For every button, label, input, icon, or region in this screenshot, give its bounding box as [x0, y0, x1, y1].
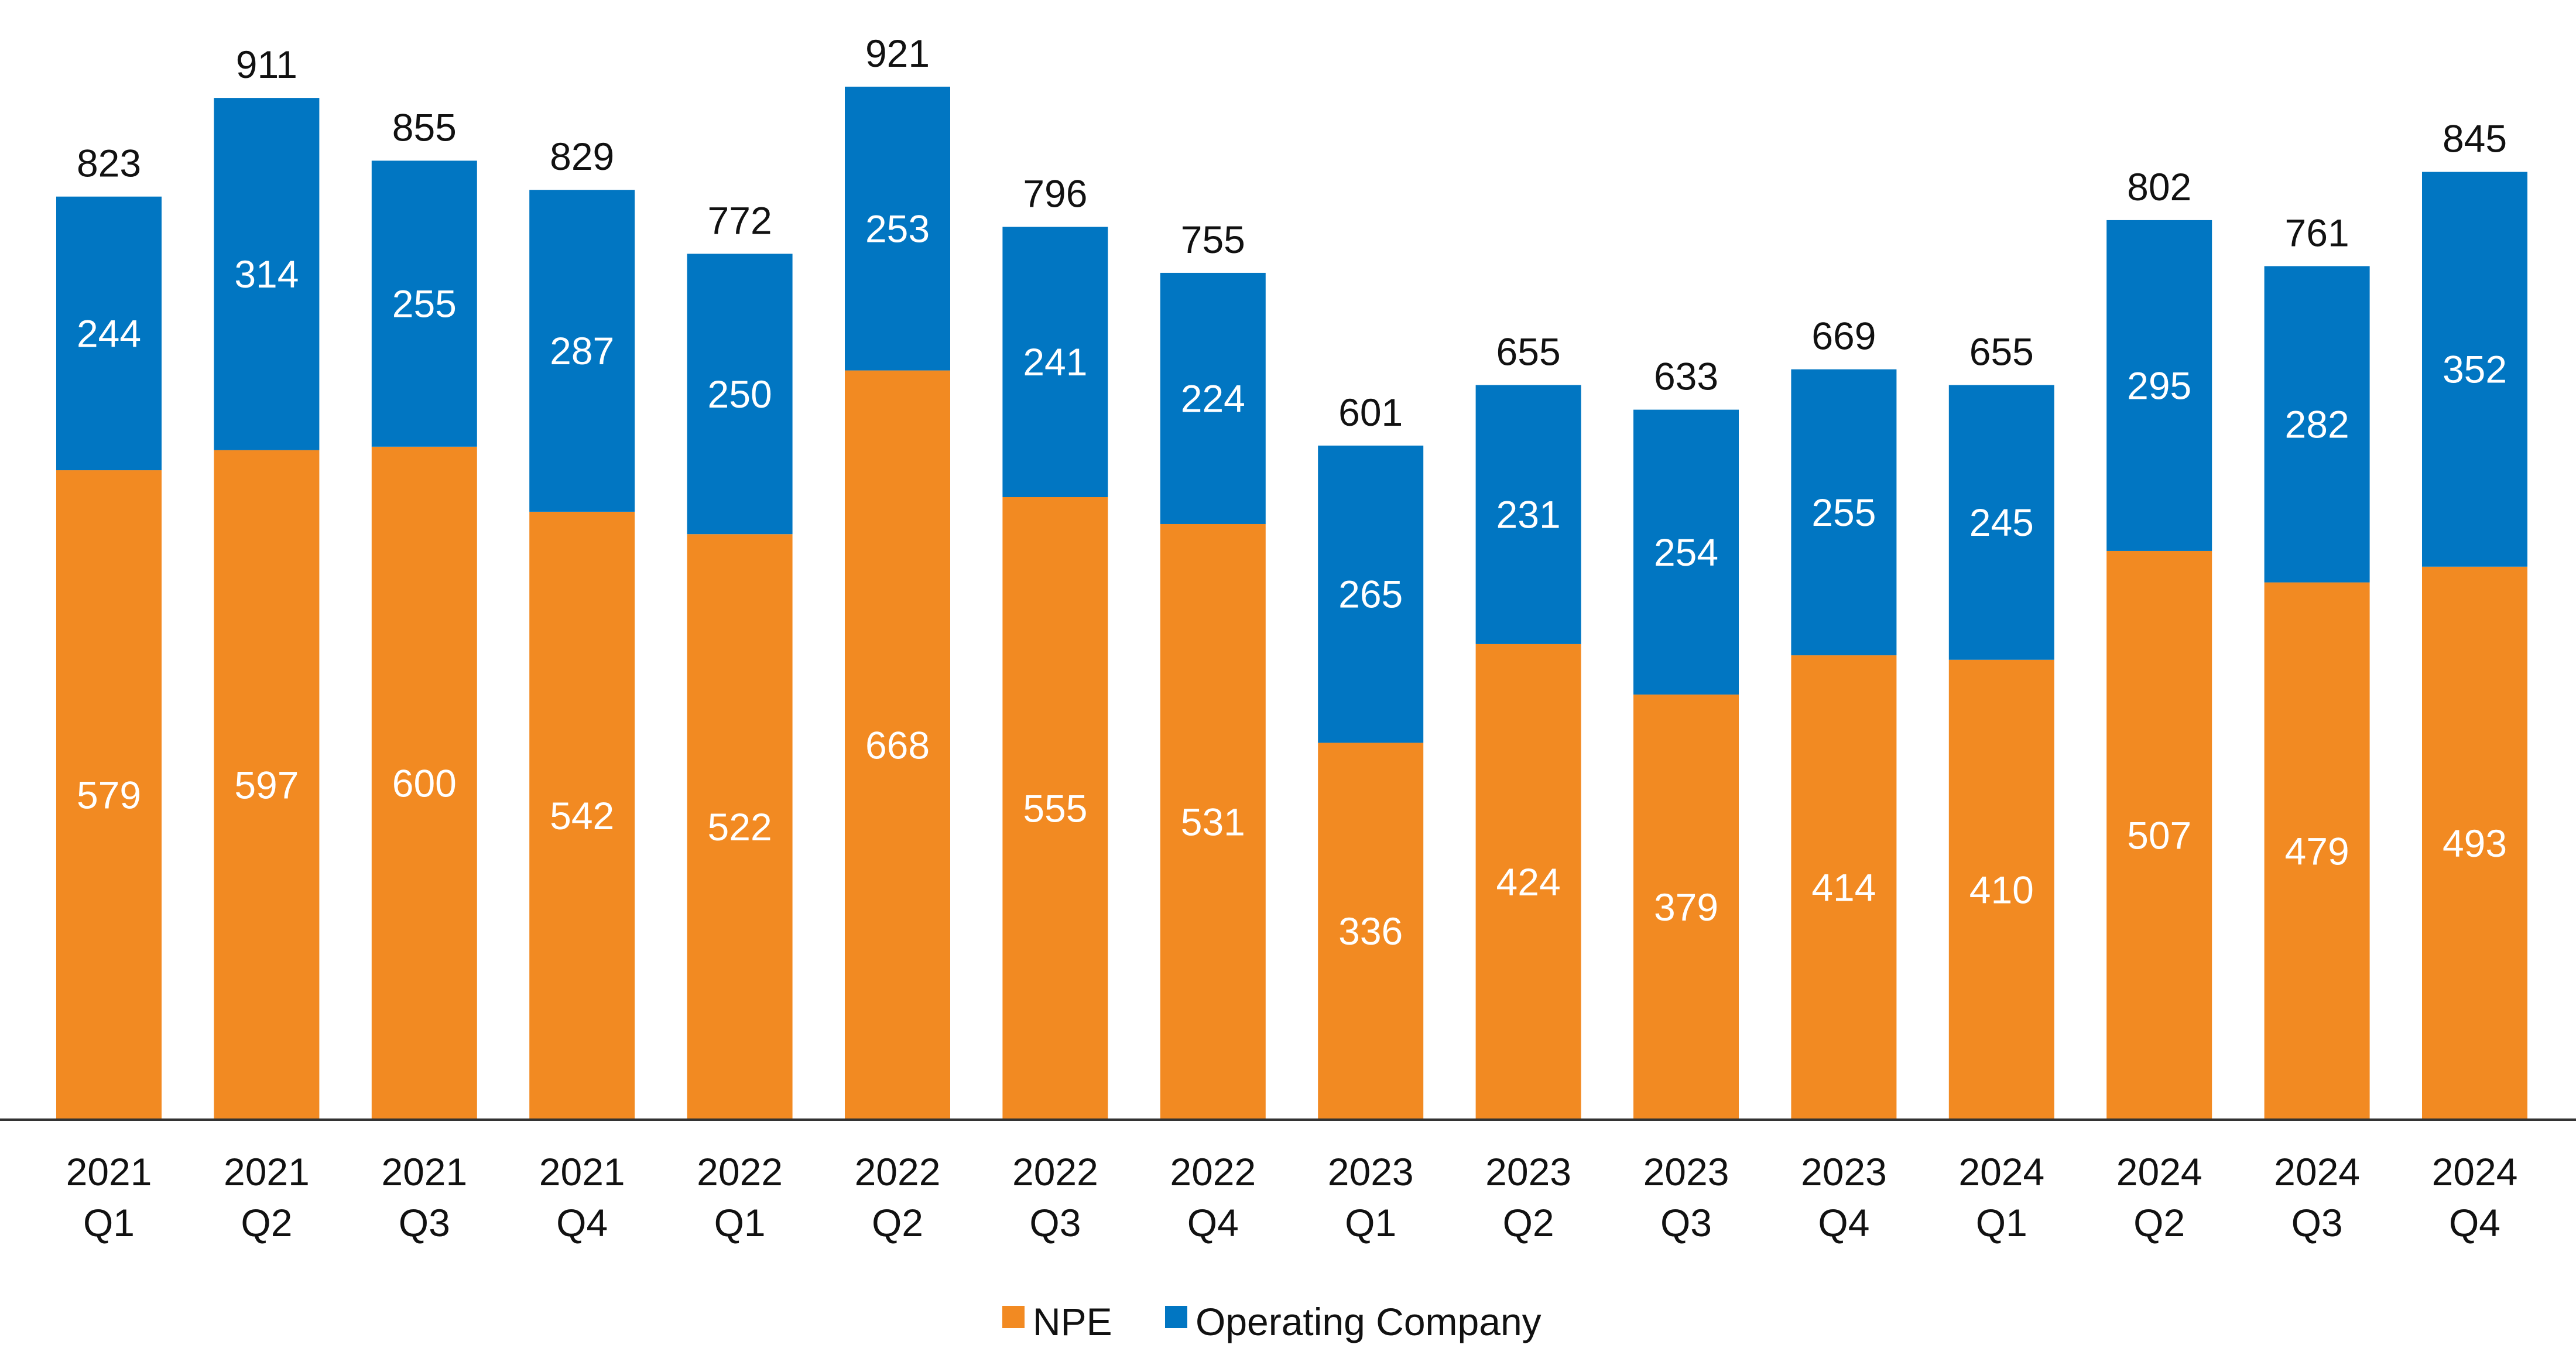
x-tick-year-1: 2021 — [66, 1150, 152, 1193]
x-tick-year-12: 2023 — [1801, 1150, 1887, 1193]
data-label-npe-13: 410 — [1969, 868, 2034, 911]
total-label-14: 802 — [2127, 165, 2191, 208]
data-label-npe-1: 579 — [77, 774, 141, 817]
x-tick-year-6: 2022 — [855, 1150, 941, 1193]
data-label-operating-company-16: 352 — [2443, 348, 2507, 391]
x-tick-year-15: 2024 — [2274, 1150, 2360, 1193]
x-tick-quarter-15: Q3 — [2291, 1201, 2343, 1244]
data-label-operating-company-11: 254 — [1654, 531, 1718, 574]
x-tick-quarter-13: Q1 — [1976, 1201, 2027, 1244]
x-tick-quarter-6: Q2 — [872, 1201, 923, 1244]
data-label-npe-11: 379 — [1654, 885, 1718, 929]
total-label-8: 755 — [1181, 218, 1245, 261]
data-label-operating-company-6: 253 — [865, 207, 930, 250]
total-label-15: 761 — [2285, 211, 2349, 254]
x-tick-quarter-16: Q4 — [2449, 1201, 2500, 1244]
x-tick-year-13: 2024 — [1958, 1150, 2044, 1193]
total-label-6: 921 — [865, 32, 930, 75]
total-label-4: 829 — [550, 135, 614, 178]
x-tick-quarter-5: Q1 — [714, 1201, 766, 1244]
data-label-npe-12: 414 — [1811, 866, 1876, 909]
total-label-16: 845 — [2443, 117, 2507, 160]
x-tick-quarter-4: Q4 — [556, 1201, 608, 1244]
x-tick-year-2: 2021 — [224, 1150, 310, 1193]
total-label-2: 911 — [236, 43, 297, 86]
data-label-npe-15: 479 — [2285, 829, 2349, 873]
data-label-operating-company-9: 265 — [1338, 573, 1403, 616]
total-label-9: 601 — [1338, 391, 1403, 434]
legend: NPE Operating Company — [1002, 1300, 1542, 1343]
data-label-npe-9: 336 — [1338, 909, 1403, 953]
x-tick-quarter-8: Q4 — [1187, 1201, 1239, 1244]
data-label-operating-company-12: 255 — [1811, 491, 1876, 534]
x-tick-year-16: 2024 — [2432, 1150, 2518, 1193]
total-label-13: 655 — [1969, 330, 2034, 373]
data-label-npe-6: 668 — [865, 723, 930, 767]
legend-label-operating-company: Operating Company — [1195, 1300, 1542, 1343]
total-label-12: 669 — [1811, 314, 1876, 358]
data-label-npe-7: 555 — [1023, 787, 1087, 830]
data-label-npe-16: 493 — [2443, 822, 2507, 865]
total-label-5: 772 — [708, 199, 772, 242]
x-tick-year-7: 2022 — [1012, 1150, 1098, 1193]
data-label-operating-company-7: 241 — [1023, 340, 1087, 384]
x-tick-year-8: 2022 — [1170, 1150, 1256, 1193]
total-label-11: 633 — [1654, 355, 1718, 398]
data-label-npe-14: 507 — [2127, 813, 2191, 857]
data-label-npe-3: 600 — [392, 761, 457, 805]
x-tick-quarter-7: Q3 — [1029, 1201, 1081, 1244]
data-label-npe-5: 522 — [708, 805, 772, 849]
bars-layer — [56, 87, 2527, 1120]
data-label-npe-4: 542 — [550, 794, 614, 837]
legend-swatch-npe — [1002, 1306, 1025, 1328]
total-label-10: 655 — [1496, 330, 1561, 373]
x-tick-quarter-3: Q3 — [399, 1201, 450, 1244]
data-label-operating-company-10: 231 — [1496, 493, 1561, 536]
data-label-operating-company-4: 287 — [550, 329, 614, 372]
x-tick-quarter-2: Q2 — [241, 1201, 292, 1244]
x-tick-year-9: 2023 — [1328, 1150, 1414, 1193]
total-label-7: 796 — [1023, 172, 1087, 215]
data-label-operating-company-1: 244 — [77, 312, 141, 355]
x-tick-quarter-10: Q2 — [1503, 1201, 1554, 1244]
data-label-npe-2: 597 — [234, 763, 299, 806]
x-tick-year-4: 2021 — [539, 1150, 625, 1193]
data-label-operating-company-14: 295 — [2127, 364, 2191, 407]
x-tick-year-11: 2023 — [1643, 1150, 1729, 1193]
x-tick-quarter-11: Q3 — [1660, 1201, 1712, 1244]
total-label-1: 823 — [77, 142, 141, 185]
data-label-operating-company-8: 224 — [1181, 377, 1245, 420]
x-tick-quarter-1: Q1 — [83, 1201, 135, 1244]
data-label-npe-8: 531 — [1181, 800, 1245, 843]
legend-swatch-operating-company — [1165, 1306, 1187, 1328]
total-label-3: 855 — [392, 105, 457, 149]
x-tick-quarter-9: Q1 — [1345, 1201, 1396, 1244]
data-label-operating-company-13: 245 — [1969, 501, 2034, 544]
data-label-npe-10: 424 — [1496, 860, 1561, 904]
legend-label-npe: NPE — [1033, 1300, 1112, 1343]
x-tick-year-10: 2023 — [1485, 1150, 1571, 1193]
x-tick-quarter-14: Q2 — [2133, 1201, 2185, 1244]
data-label-operating-company-2: 314 — [234, 252, 299, 296]
data-label-operating-company-5: 250 — [708, 372, 772, 416]
data-label-operating-company-15: 282 — [2285, 403, 2349, 446]
x-tick-year-14: 2024 — [2116, 1150, 2202, 1193]
x-tick-year-3: 2021 — [381, 1150, 467, 1193]
data-label-operating-company-3: 255 — [392, 282, 457, 326]
x-tick-year-5: 2022 — [697, 1150, 783, 1193]
x-axis-ticks: 2021 Q1 2021 Q2 2021 Q3 2021 Q4 2022 Q1 2022 Q2 2022… — [66, 1150, 2518, 1244]
x-tick-quarter-12: Q4 — [1818, 1201, 1869, 1244]
